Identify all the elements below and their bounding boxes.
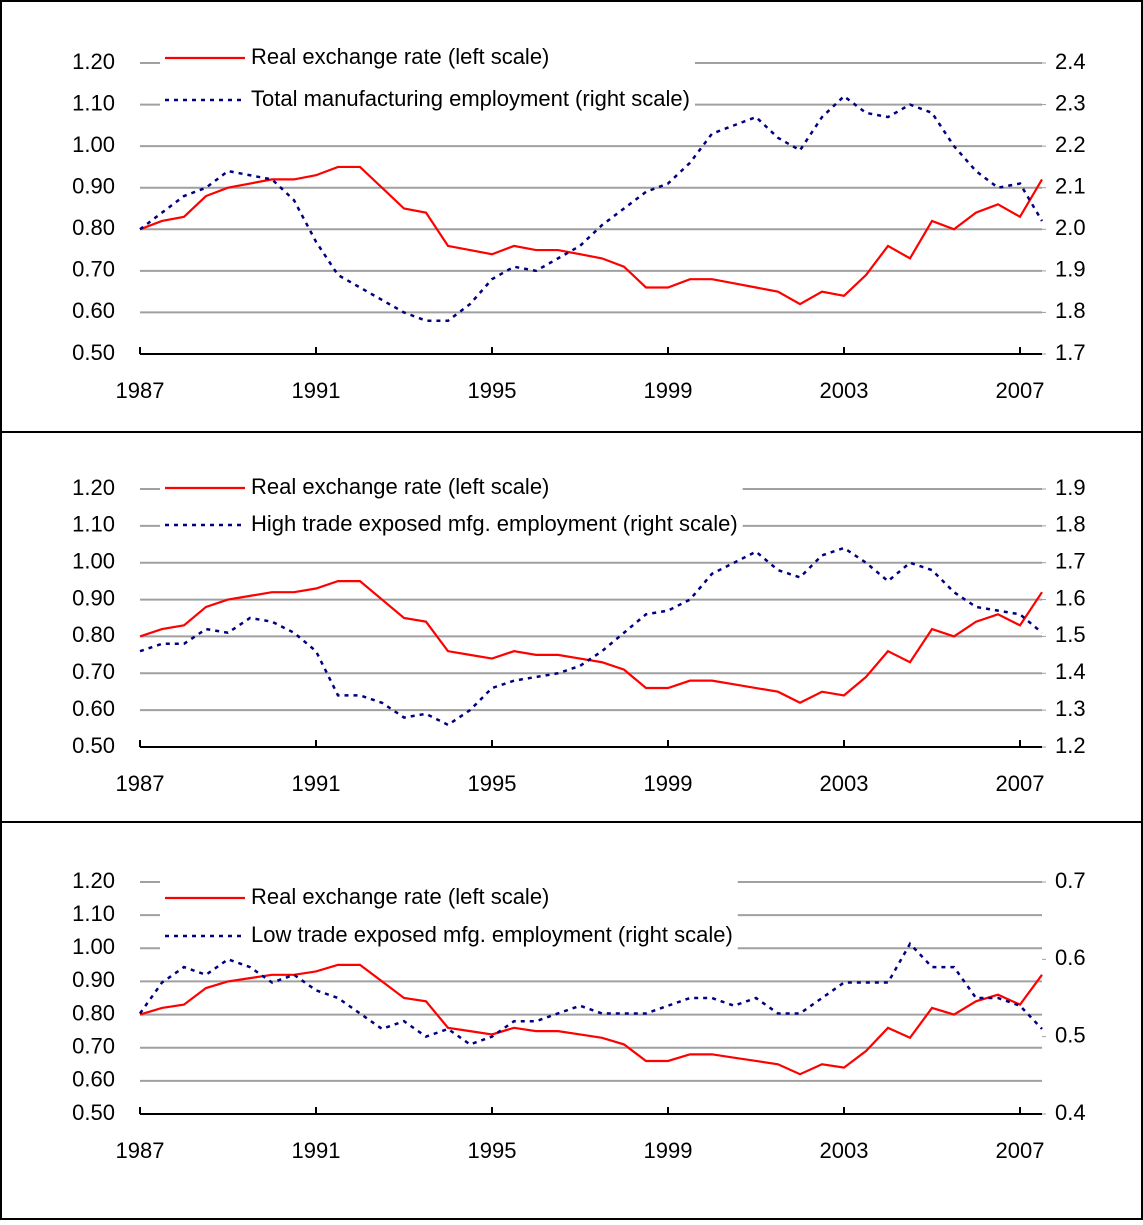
y-tick-label: 1.10: [72, 90, 115, 115]
y-tick-label: 1.20: [72, 49, 115, 74]
x-tick-label: 2003: [820, 1138, 869, 1163]
legend: Real exchange rate (left scale) Low trade…: [160, 880, 738, 954]
legend-label: Low trade exposed mfg. employment (right…: [251, 922, 733, 947]
y2-tick-label: 0.6: [1055, 945, 1086, 970]
series-line: [139, 546, 1043, 727]
y2-tick-label: 0.7: [1055, 868, 1086, 893]
y-tick-label: 0.90: [72, 585, 115, 610]
x-tick-label: 1995: [468, 1138, 517, 1163]
y-tick-label: 1.00: [72, 934, 115, 959]
legend-label: High trade exposed mfg. employment (righ…: [251, 511, 738, 536]
y-tick-label: 0.60: [72, 298, 115, 323]
x-tick-label: 2007: [996, 378, 1045, 403]
y2-tick-label: 1.6: [1055, 585, 1086, 610]
y-tick-label: 0.50: [72, 733, 115, 758]
y2-tick-label: 2.1: [1055, 174, 1086, 199]
y-tick-label: 1.20: [72, 868, 115, 893]
y-tick-label: 1.00: [72, 549, 115, 574]
legend-background: [160, 470, 743, 543]
y-tick-label: 1.10: [72, 901, 115, 926]
y2-tick-label: 1.2: [1055, 733, 1086, 758]
y2-tick-label: 2.0: [1055, 215, 1086, 240]
x-tick-label: 1999: [644, 378, 693, 403]
y2-tick-label: 1.7: [1055, 549, 1086, 574]
y2-tick-label: 0.5: [1055, 1022, 1086, 1047]
legend-label: Real exchange rate (left scale): [251, 474, 549, 499]
y2-tick-label: 1.8: [1055, 298, 1086, 323]
x-tick-label: 1991: [292, 1138, 341, 1163]
y2-tick-label: 1.9: [1055, 257, 1086, 282]
y2-tick-label: 1.7: [1055, 340, 1086, 365]
x-tick-label: 2007: [996, 1138, 1045, 1163]
y2-tick-label: 2.4: [1055, 49, 1086, 74]
y-tick-label: 0.90: [72, 174, 115, 199]
x-tick-label: 2007: [996, 771, 1045, 796]
y-tick-label: 0.70: [72, 257, 115, 282]
x-tick-label: 1995: [468, 378, 517, 403]
series-line: [138, 941, 1043, 1046]
y2-tick-label: 2.3: [1055, 90, 1086, 115]
y2-tick-label: 0.4: [1055, 1100, 1086, 1125]
series-line: [139, 165, 1043, 306]
y-tick-label: 0.50: [72, 340, 115, 365]
x-tick-label: 1995: [468, 771, 517, 796]
x-tick-label: 1991: [292, 378, 341, 403]
x-tick-label: 1999: [644, 771, 693, 796]
y2-tick-label: 1.9: [1055, 475, 1086, 500]
y2-tick-label: 1.3: [1055, 696, 1086, 721]
legend: Real exchange rate (left scale) High trad…: [160, 470, 743, 543]
y-tick-label: 0.90: [72, 967, 115, 992]
legend-label: Real exchange rate (left scale): [251, 884, 549, 909]
legend: Real exchange rate (left scale) Total man…: [160, 40, 695, 118]
x-tick-label: 1999: [644, 1138, 693, 1163]
x-tick-label: 2003: [820, 771, 869, 796]
y-tick-label: 1.00: [72, 132, 115, 157]
x-tick-label: 2003: [820, 378, 869, 403]
y2-tick-label: 1.4: [1055, 659, 1086, 684]
panel: 0.50 0.60 0.70 0.80 0.90 1.00 1.10 1.20 1.7 1.8 1.…: [72, 40, 1086, 403]
panel: 0.50 0.60 0.70 0.80 0.90 1.00 1.10 1.20 1.2 1.3 1.…: [72, 470, 1086, 796]
y-tick-label: 0.80: [72, 215, 115, 240]
x-tick-label: 1987: [116, 378, 165, 403]
x-tick-label: 1987: [116, 1138, 165, 1163]
y-tick-label: 0.80: [72, 1000, 115, 1025]
legend-label: Real exchange rate (left scale): [251, 44, 549, 69]
legend-label: Total manufacturing employment (right sc…: [251, 86, 690, 111]
y2-tick-label: 1.5: [1055, 622, 1086, 647]
x-tick-label: 1987: [116, 771, 165, 796]
x-tick-label: 1991: [292, 771, 341, 796]
y-tick-label: 0.80: [72, 622, 115, 647]
series-line: [139, 580, 1043, 705]
legend-background: [160, 40, 695, 118]
y-tick-label: 1.10: [72, 512, 115, 537]
y-tick-label: 0.70: [72, 659, 115, 684]
y-tick-label: 0.70: [72, 1034, 115, 1059]
series-line: [139, 963, 1043, 1076]
legend-background: [160, 880, 738, 954]
y-tick-label: 1.20: [72, 475, 115, 500]
y-tick-label: 0.50: [72, 1100, 115, 1125]
panel: 0.50 0.60 0.70 0.80 0.90 1.00 1.10 1.20 0.4 0.5 0.…: [72, 868, 1085, 1163]
y-tick-label: 0.60: [72, 696, 115, 721]
y2-tick-label: 2.2: [1055, 132, 1086, 157]
y2-tick-label: 1.8: [1055, 512, 1086, 537]
y-tick-label: 0.60: [72, 1067, 115, 1092]
